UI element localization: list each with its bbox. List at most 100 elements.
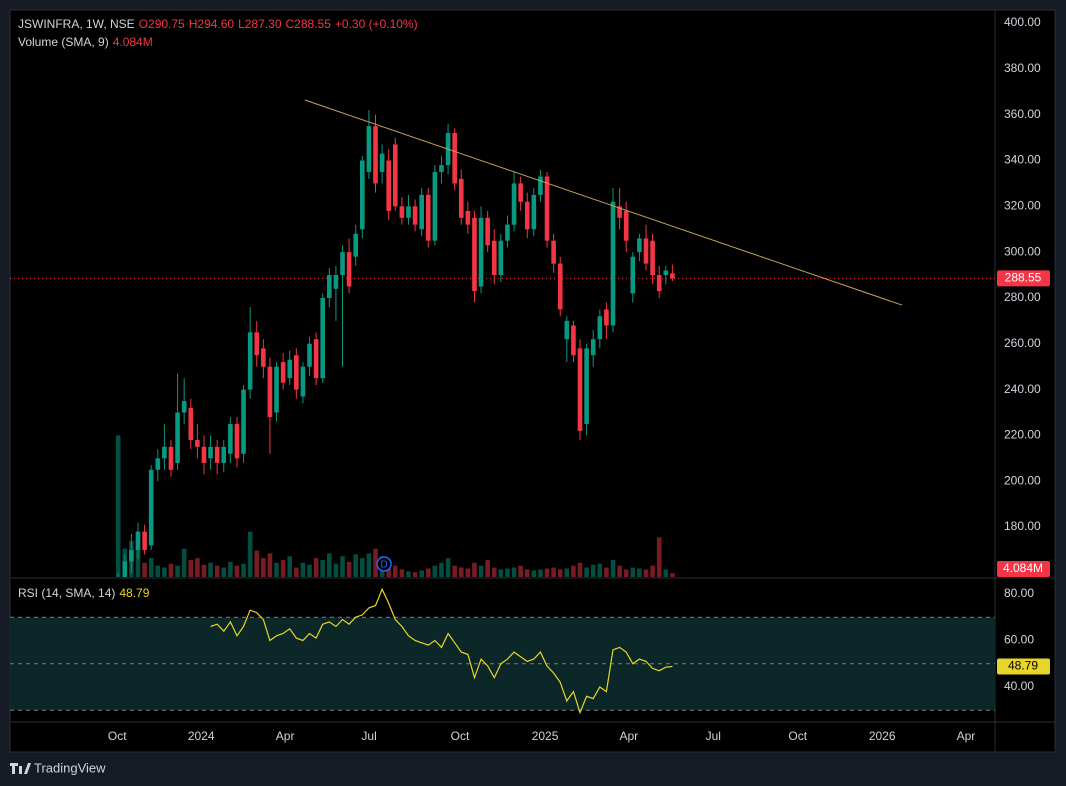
volume-bar [564,568,570,577]
volume-bar [590,564,596,577]
volume-bar [538,569,543,577]
rsi-tick-label: 40.00 [1004,679,1034,693]
candle-body [359,160,365,230]
volume-bar [610,559,616,577]
x-tick-label: Apr [276,729,295,743]
volume-bar [294,567,299,577]
candle-body [663,270,669,276]
volume-bar [551,567,556,577]
volume-bar [221,567,227,577]
candle-body [327,275,332,298]
rsi-band [10,617,995,711]
rsi-header: RSI (14, SMA, 14) 48.79 [18,586,153,600]
candle-body [148,469,154,546]
x-tick-label: 2026 [869,729,896,743]
candle-body [379,153,385,172]
volume-bar [544,568,550,577]
volume-bar [274,562,279,577]
y-tick-label: 320.00 [1004,199,1041,213]
volume-bar [643,569,649,577]
x-tick-label: Oct [451,729,470,743]
candle-body [623,210,629,241]
volume-bar [485,559,490,577]
ohlc-value: +0.30 (+0.10%) [334,17,418,31]
volume-title: Volume (SMA, 9) [18,35,109,49]
volume-bar [419,570,424,577]
volume-bar [287,556,293,577]
volume-bar [148,558,154,577]
candle-body [511,183,517,225]
x-tick-label: 2024 [188,729,215,743]
volume-bar [168,563,174,577]
candle-body [604,309,609,326]
candle-body [597,316,603,340]
candle-body [531,194,537,230]
candle-body [221,446,227,463]
volume-bar [327,553,332,577]
volume-bar [650,565,655,577]
brand-logo [10,763,31,774]
volume-bar [531,570,537,577]
volume-bar [597,563,603,577]
candle-body [610,201,616,326]
volume-bar [425,568,431,577]
candle-body [333,275,339,289]
candle-body [412,206,418,225]
volume-bar [637,568,642,577]
candle-body [485,217,490,246]
volume-bar [557,569,563,577]
candle-body [294,355,299,390]
volume-bar [505,568,510,577]
y-tick-label: 260.00 [1004,336,1041,350]
volume-bar [234,565,240,577]
candle-body [544,176,550,241]
y-tick-label: 200.00 [1004,473,1041,487]
volume-bar [155,565,161,577]
volume-bar [604,567,609,577]
volume-bar [392,565,398,577]
ohlc-value: C288.55 [285,17,331,31]
candle-body [458,178,464,218]
volume-bar [261,558,266,577]
candle-body [452,133,457,184]
candle-body [122,561,128,577]
candle-body [478,217,484,287]
rsi-value: 48.79 [119,586,150,600]
ohlc-value: O290.75 [138,17,185,31]
brand: TradingView [34,760,106,775]
ohlc-values: O290.75 H294.60 L287.30 C288.55 +0.30 (+0.10… [139,17,422,31]
candle-body [247,332,253,390]
candle-body [287,359,293,379]
candle-body [168,446,174,470]
candle-body [280,362,286,383]
volume-bar [359,558,365,577]
volume-bar [465,568,471,577]
candle-body [538,176,543,195]
x-tick-label: Jul [706,729,721,743]
candle-body [656,275,662,292]
volume-bar [571,565,576,577]
candle-body [498,240,504,276]
volume-bar [333,563,339,577]
candle-body [557,263,563,310]
candle-body [142,531,147,550]
rsi-tick-label: 80.00 [1004,586,1034,600]
volume-bar [617,565,622,577]
candle-body [181,401,187,413]
candle-body [630,256,636,294]
candle-body [590,339,596,356]
rsi-title: RSI (14, SMA, 14) [18,586,116,600]
volume-bar [188,559,194,577]
candle-body [241,389,246,454]
volume-bar [491,567,497,577]
candle-body [201,446,207,463]
volume-value: 4.084M [112,35,153,49]
candle-body [584,348,589,424]
volume-bar [458,567,464,577]
volume-bar [511,567,517,577]
trendline [304,99,903,306]
candle-body [551,240,556,264]
volume-bar [577,562,583,577]
